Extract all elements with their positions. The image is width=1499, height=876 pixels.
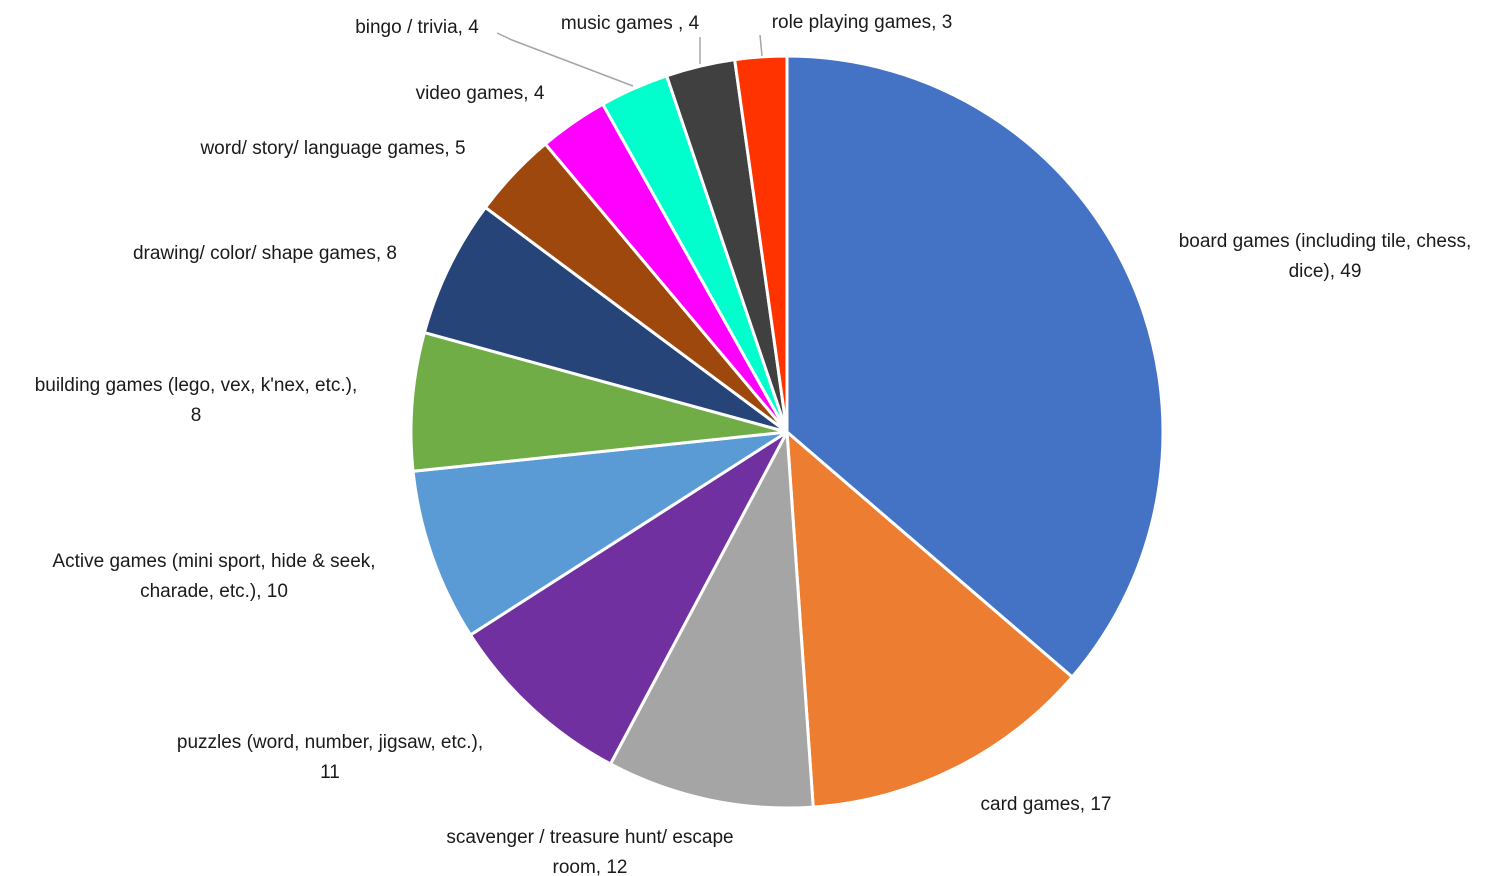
slice-label-3: scavenger / treasure hunt/ escape room, 1…: [446, 827, 733, 876]
slice-label-line: drawing/ color/ shape games, 8: [133, 243, 397, 264]
pie-slice-3: [608, 430, 815, 810]
slice-label-9: video games, 4: [416, 83, 545, 104]
slice-label-1: board games (including tile, chess, dice)…: [1179, 231, 1472, 282]
slice-label-line: puzzles (word, number, jigsaw, etc.),: [177, 732, 483, 753]
slice-label-10: bingo / trivia, 4: [355, 17, 479, 38]
leader-line-12: [759, 34, 763, 57]
slice-label-5: Active games (mini sport, hide & seek, ch…: [52, 551, 375, 602]
slice-label-2: card games, 17: [981, 794, 1112, 815]
slice-label-line: building games (lego, vex, k'nex, etc.),: [35, 375, 358, 396]
pie-slice-12: [733, 54, 789, 434]
leader-lines: [496, 32, 763, 87]
slice-label-line: music games , 4: [561, 13, 700, 34]
slice-label-line: charade, etc.), 10: [140, 581, 288, 602]
pie-slice-4: [468, 430, 789, 766]
slice-label-line: bingo / trivia, 4: [355, 17, 479, 38]
slice-label-line: Active games (mini sport, hide & seek,: [52, 551, 375, 572]
data-labels: board games (including tile, chess, dice)…: [35, 12, 1472, 876]
slice-label-line: 11: [320, 762, 340, 783]
pie-slice-1: [785, 54, 1165, 679]
slice-label-line: board games (including tile, chess,: [1179, 231, 1472, 252]
slice-label-6: building games (lego, vex, k'nex, etc.),…: [35, 375, 358, 426]
pie-slice-6: [409, 331, 789, 473]
leader-line-10: [496, 32, 634, 87]
slice-label-11: music games , 4: [561, 13, 700, 34]
pie-slice-2: [785, 430, 1074, 809]
slice-label-line: dice), 49: [1289, 261, 1362, 282]
slice-label-12: role playing games, 3: [772, 12, 953, 33]
slice-label-8: word/ story/ language games, 5: [199, 138, 465, 159]
slice-label-line: word/ story/ language games, 5: [199, 138, 465, 159]
slice-label-line: scavenger / treasure hunt/ escape: [446, 827, 733, 848]
pie-slice-7: [422, 205, 789, 434]
slice-label-line: room, 12: [553, 857, 628, 876]
slice-label-4: puzzles (word, number, jigsaw, etc.), 11: [177, 732, 483, 783]
slice-label-7: drawing/ color/ shape games, 8: [133, 243, 397, 264]
slice-label-line: 8: [191, 405, 202, 426]
pie-slices: [409, 54, 1165, 810]
pie-slice-5: [411, 430, 789, 637]
slice-label-line: role playing games, 3: [772, 12, 953, 33]
slice-label-line: card games, 17: [981, 794, 1112, 815]
slice-label-line: video games, 4: [416, 83, 545, 104]
